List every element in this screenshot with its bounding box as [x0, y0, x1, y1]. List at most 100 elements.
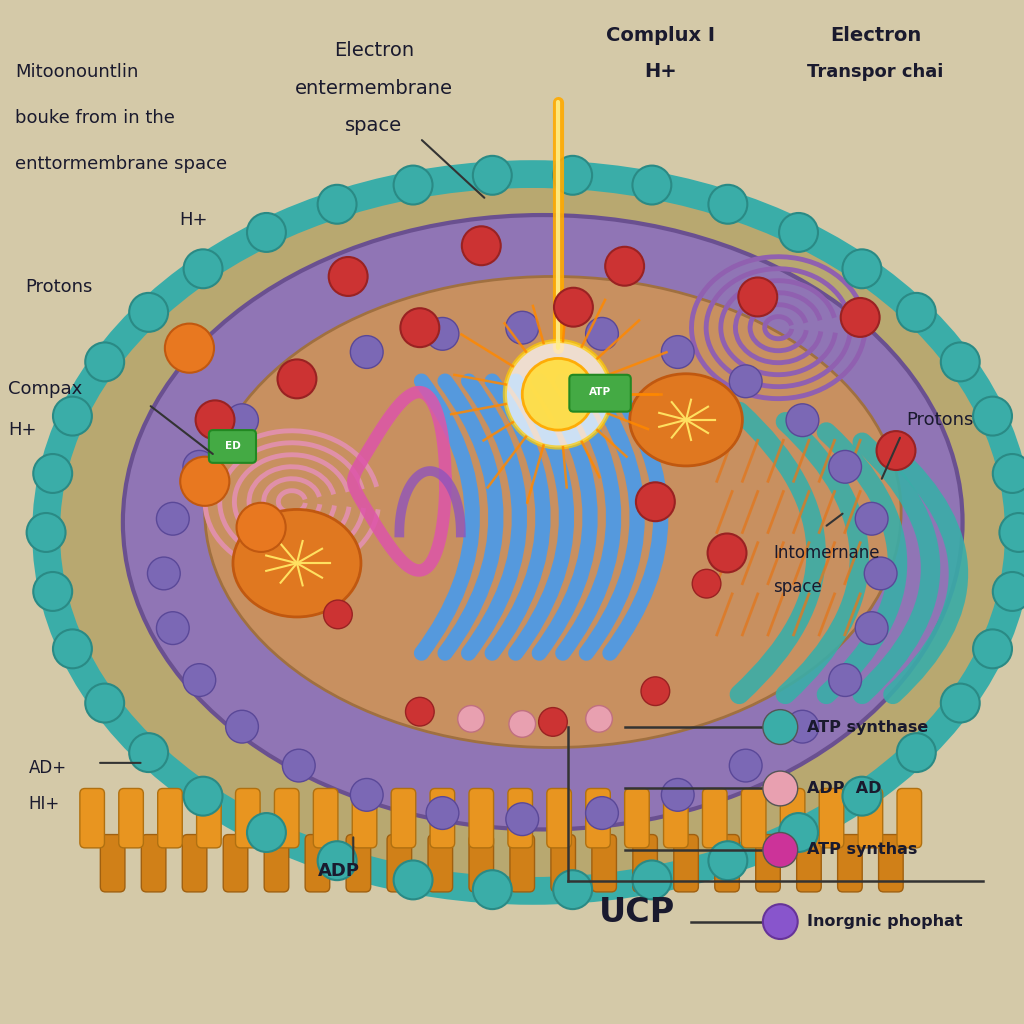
FancyBboxPatch shape [141, 835, 166, 892]
Circle shape [828, 664, 861, 696]
Text: Mitoonountlin: Mitoonountlin [15, 62, 138, 81]
FancyBboxPatch shape [879, 835, 903, 892]
FancyBboxPatch shape [80, 788, 104, 848]
FancyArrowPatch shape [862, 442, 931, 694]
Circle shape [586, 317, 618, 350]
FancyBboxPatch shape [586, 788, 610, 848]
FancyBboxPatch shape [100, 835, 125, 892]
FancyBboxPatch shape [674, 835, 698, 892]
FancyBboxPatch shape [391, 788, 416, 848]
FancyArrowPatch shape [563, 381, 613, 653]
FancyBboxPatch shape [897, 788, 922, 848]
Text: HI+: HI+ [29, 795, 60, 813]
Circle shape [458, 706, 484, 732]
FancyBboxPatch shape [508, 788, 532, 848]
Circle shape [350, 778, 383, 811]
Circle shape [393, 166, 432, 205]
FancyBboxPatch shape [236, 788, 260, 848]
FancyBboxPatch shape [352, 788, 377, 848]
Circle shape [662, 778, 694, 811]
Ellipse shape [232, 509, 360, 616]
Circle shape [877, 431, 915, 470]
Circle shape [828, 451, 861, 483]
Circle shape [317, 184, 356, 223]
Circle shape [786, 711, 819, 743]
Circle shape [180, 457, 229, 506]
Circle shape [941, 342, 980, 381]
Text: UCP: UCP [599, 896, 675, 929]
Circle shape [843, 777, 882, 816]
Circle shape [763, 904, 798, 939]
FancyBboxPatch shape [547, 788, 571, 848]
FancyBboxPatch shape [569, 375, 631, 412]
Text: Intomernane: Intomernane [773, 544, 880, 562]
Circle shape [317, 842, 356, 881]
FancyBboxPatch shape [664, 788, 688, 848]
FancyBboxPatch shape [797, 835, 821, 892]
Circle shape [247, 813, 286, 852]
Text: Inorgnic phophat: Inorgnic phophat [807, 914, 963, 929]
Circle shape [183, 249, 222, 288]
FancyBboxPatch shape [428, 835, 453, 892]
Circle shape [633, 860, 672, 899]
Text: Electron: Electron [829, 26, 922, 45]
FancyBboxPatch shape [551, 835, 575, 892]
Circle shape [855, 611, 888, 644]
FancyBboxPatch shape [756, 835, 780, 892]
Circle shape [183, 777, 222, 816]
Ellipse shape [205, 276, 901, 748]
FancyArrowPatch shape [540, 381, 590, 653]
Circle shape [85, 342, 124, 381]
FancyBboxPatch shape [182, 835, 207, 892]
Circle shape [841, 298, 880, 337]
Circle shape [324, 600, 352, 629]
FancyArrowPatch shape [785, 422, 859, 694]
Text: H+: H+ [8, 421, 37, 439]
Circle shape [157, 503, 189, 536]
Text: Compax: Compax [8, 380, 83, 398]
Circle shape [506, 803, 539, 836]
Circle shape [33, 454, 72, 493]
Circle shape [855, 503, 888, 536]
Circle shape [196, 400, 234, 439]
Circle shape [553, 156, 592, 195]
Circle shape [278, 359, 316, 398]
Circle shape [843, 249, 882, 288]
Circle shape [53, 630, 92, 669]
Circle shape [329, 257, 368, 296]
Circle shape [973, 396, 1012, 435]
Circle shape [662, 336, 694, 369]
FancyArrowPatch shape [826, 432, 898, 694]
FancyBboxPatch shape [158, 788, 182, 848]
FancyBboxPatch shape [715, 835, 739, 892]
Circle shape [729, 750, 762, 782]
Text: Electron: Electron [334, 41, 414, 60]
Circle shape [350, 336, 383, 369]
FancyBboxPatch shape [209, 430, 256, 463]
FancyArrowPatch shape [445, 381, 496, 653]
FancyArrowPatch shape [610, 381, 660, 653]
Circle shape [426, 317, 459, 350]
FancyBboxPatch shape [223, 835, 248, 892]
Circle shape [708, 534, 746, 572]
Circle shape [999, 513, 1024, 552]
Circle shape [400, 308, 439, 347]
FancyArrowPatch shape [893, 453, 958, 694]
FancyBboxPatch shape [702, 788, 727, 848]
FancyArrowPatch shape [739, 412, 816, 694]
FancyArrowPatch shape [493, 381, 543, 653]
Circle shape [157, 611, 189, 644]
Circle shape [554, 288, 593, 327]
FancyBboxPatch shape [119, 788, 143, 848]
Circle shape [27, 513, 66, 552]
Circle shape [505, 341, 611, 447]
Text: H+: H+ [644, 61, 677, 81]
Text: space: space [345, 116, 402, 135]
Circle shape [692, 569, 721, 598]
FancyBboxPatch shape [274, 788, 299, 848]
Text: H+: H+ [179, 211, 208, 229]
Circle shape [586, 706, 612, 732]
Circle shape [53, 396, 92, 435]
Circle shape [129, 293, 168, 332]
Text: ADP  AD: ADP AD [807, 781, 882, 796]
